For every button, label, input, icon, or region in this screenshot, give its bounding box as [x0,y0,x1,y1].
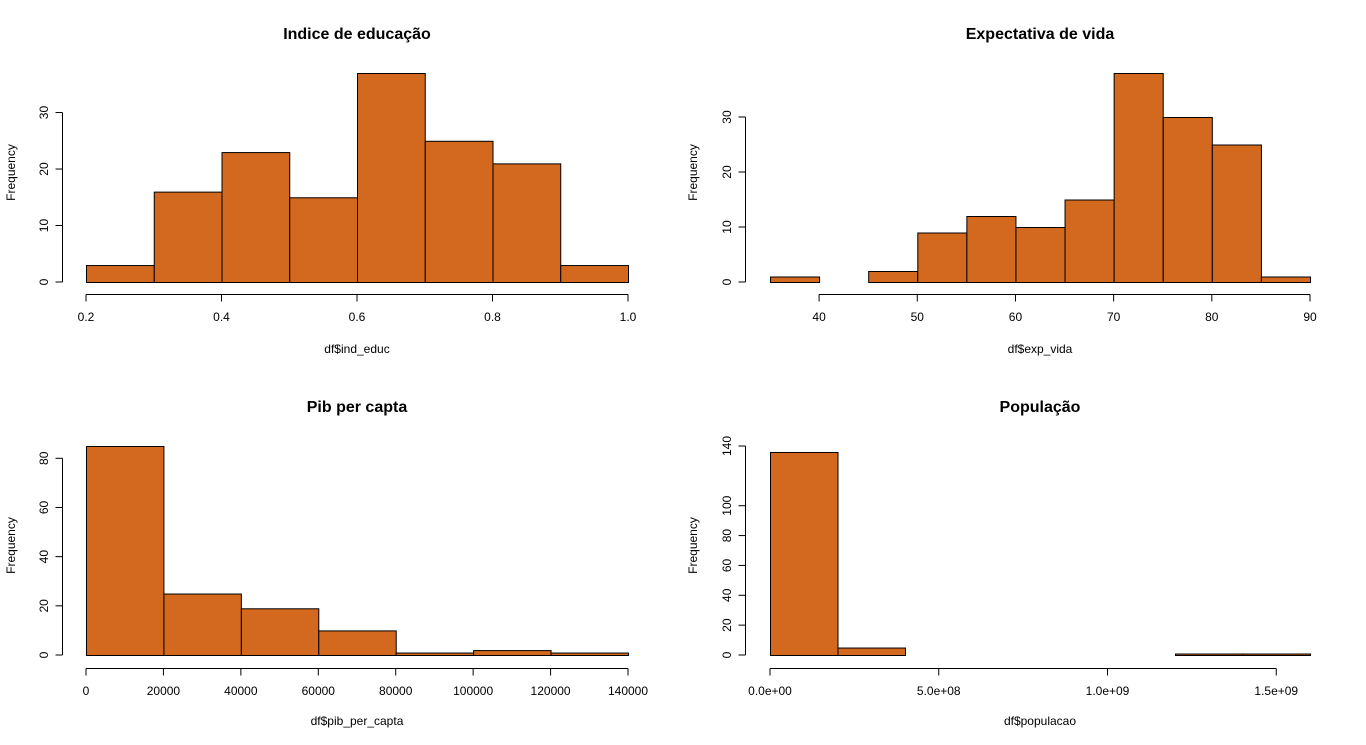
chart-2-bar-9 [1162,117,1213,283]
chart-4-x-tick-label: 5.0e+08 [917,684,961,698]
chart-1-y-tick-label: 10 [37,219,51,233]
chart-1-x-tick-label: 0.6 [349,310,366,324]
chart-2-bar-4 [917,232,968,283]
chart-3-x-tick-label: 0 [83,684,90,698]
chart-1-y-tick-label: 0 [37,278,51,285]
chart-1-y-tick-label: 20 [37,162,51,176]
chart-3-x-tick-label: 140000 [608,684,648,698]
chart-3-bar-7 [550,652,629,657]
chart-2-bar-11 [1260,276,1311,283]
chart-1-x-tick-label: 0.2 [78,310,95,324]
chart-1-bar-8 [560,265,629,283]
chart-4-x-tick-label: 1.0e+09 [1086,684,1130,698]
chart-3-x-tick-label: 120000 [531,684,571,698]
chart-3-bar-3 [240,608,320,656]
chart-4-x-axis-label: df$populacao [1004,714,1076,728]
chart-3-x-axis-label: df$pib_per_capta [311,714,404,728]
chart-4-bar-8 [1242,653,1311,656]
chart-3-x-tick-label: 80000 [379,684,413,698]
chart-4-title: População [1000,399,1081,416]
chart-1-bar-3 [221,152,291,283]
chart-2-bar-5 [966,216,1017,283]
chart-3-y-tick-label: 80 [37,451,51,465]
chart-4-x-tick-label: 0.0e+00 [748,684,792,698]
chart-2-x-tick-label: 70 [1107,310,1121,324]
chart-3-bar-2 [163,593,242,657]
chart-4-y-tick-label: 60 [720,558,734,572]
chart-3-x-tick-label: 100000 [453,684,493,698]
chart-4-bar-1 [770,451,839,656]
chart-2-bar-10 [1211,144,1262,283]
chart-1-bar-5 [357,73,426,283]
chart-1-x-tick-label: 1.0 [620,310,637,324]
chart-4-y-tick-label: 20 [720,618,734,632]
chart-3-bar-6 [473,650,552,656]
chart-1-title: Indice de educação [283,26,431,43]
chart-1-bar-7 [492,163,562,283]
chart-2-x-axis-label: df$exp_vida [1008,342,1073,356]
chart-4-y-tick-label: 140 [720,436,734,456]
chart-2-x-tick-label: 50 [911,310,925,324]
chart-4-y-axis-label: Frequency [686,517,700,574]
chart-3-bar-1 [86,446,165,656]
chart-1-x-tick-label: 0.8 [484,310,501,324]
chart-2-y-tick-label: 20 [720,165,734,179]
chart-2-bar-7 [1064,199,1115,283]
chart-2-x-tick-label: 60 [1009,310,1023,324]
chart-3-x-tick-label: 60000 [302,684,336,698]
chart-3-y-tick-label: 20 [37,599,51,613]
chart-4-bar-2 [837,647,906,656]
chart-2-x-tick-label: 40 [812,310,826,324]
chart-1-bar-2 [153,191,223,284]
chart-1-bar-1 [86,265,155,283]
chart-1-y-axis-label: Frequency [4,144,18,201]
chart-1-bar-4 [289,197,358,283]
chart-4-y-tick-label: 0 [720,651,734,658]
chart-2-y-axis-label: Frequency [686,144,700,201]
chart-2-y-tick-label: 10 [720,220,734,234]
chart-3-x-tick-label: 40000 [224,684,258,698]
chart-2-bar-6 [1015,227,1066,283]
chart-2-y-tick-label: 0 [720,278,734,285]
chart-2-bar-8 [1113,73,1164,283]
chart-1-x-tick-label: 0.4 [213,310,230,324]
chart-3-y-axis-label: Frequency [4,517,18,574]
chart-3-bar-5 [395,652,475,657]
chart-4-x-tick-label: 1.5e+09 [1254,684,1298,698]
chart-4-y-tick-label: 80 [720,529,734,543]
chart-2-bar-1 [770,276,821,283]
chart-1-x-axis-label: df$ind_educ [324,342,389,356]
chart-2-x-tick-label: 90 [1303,310,1317,324]
chart-1-bar-6 [424,140,494,283]
chart-3-bar-4 [318,630,397,656]
chart-3-y-tick-label: 60 [37,500,51,514]
chart-2-bar-3 [868,271,919,283]
chart-3-title: Pib per capta [307,399,408,416]
chart-2-x-tick-label: 80 [1205,310,1219,324]
chart-3-x-tick-label: 20000 [147,684,181,698]
chart-2-title: Expectativa de vida [966,26,1115,43]
chart-4-y-tick-label: 100 [720,495,734,515]
chart-4-y-tick-label: 40 [720,588,734,602]
chart-3-y-tick-label: 40 [37,550,51,564]
chart-1-y-tick-label: 30 [37,106,51,120]
chart-3-y-tick-label: 0 [37,651,51,658]
chart-4-bar-7 [1175,653,1244,656]
chart-2-y-tick-label: 30 [720,110,734,124]
